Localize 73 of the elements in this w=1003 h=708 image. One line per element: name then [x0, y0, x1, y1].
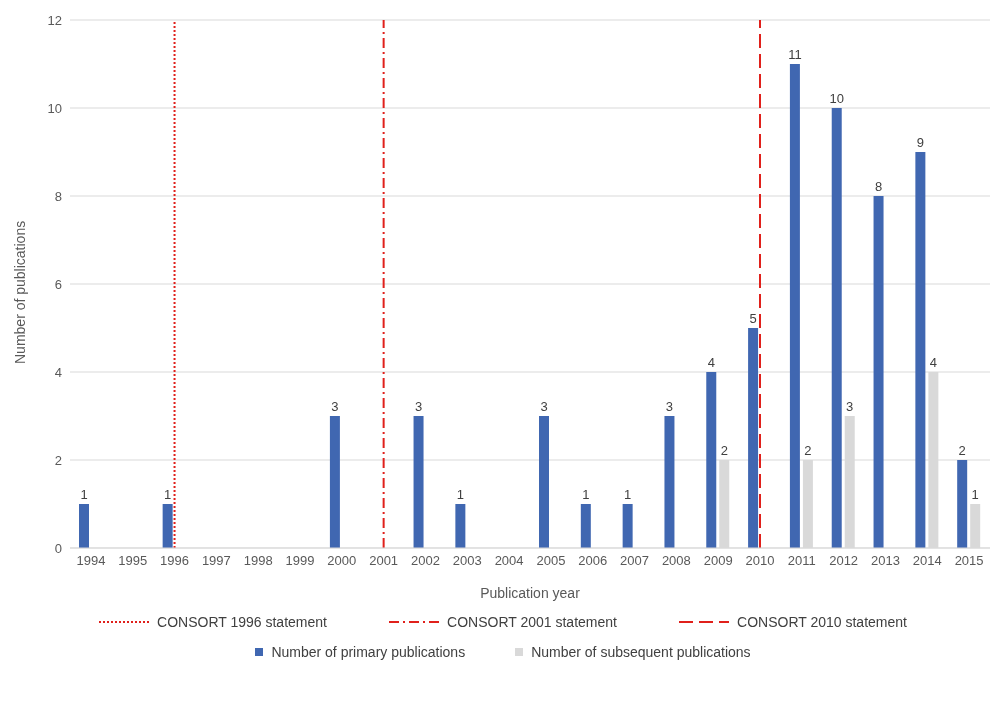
x-tick-label: 2005 — [536, 553, 566, 569]
x-tick-label: 1999 — [285, 553, 315, 569]
data-label: 4 — [929, 355, 937, 370]
data-label: 9 — [916, 135, 924, 150]
bar — [622, 504, 633, 548]
x-tick-label: 2000 — [327, 553, 357, 569]
x-tick-label: 2013 — [870, 553, 900, 569]
data-label: 3 — [846, 399, 854, 414]
data-label: 1 — [80, 487, 88, 502]
legend-label: Number of subsequent publications — [531, 644, 751, 660]
data-label: 3 — [540, 399, 548, 414]
data-label: 8 — [874, 179, 883, 194]
x-tick-label: 2011 — [787, 553, 816, 569]
data-label: 2 — [804, 443, 812, 458]
bar — [915, 152, 926, 548]
y-tick-label: 4 — [54, 364, 62, 380]
bar — [455, 504, 466, 548]
x-tick-label: 1997 — [201, 553, 231, 569]
data-label: 1 — [624, 487, 632, 502]
bar — [580, 504, 591, 548]
legend-label: CONSORT 1996 statement — [157, 614, 327, 630]
y-tick-label: 8 — [54, 188, 62, 204]
bar — [957, 460, 968, 548]
x-tick-label: 2002 — [410, 553, 440, 569]
bar — [539, 416, 549, 548]
bar — [831, 108, 842, 548]
x-tick-label: 2008 — [661, 553, 691, 569]
x-tick-label: 1995 — [118, 553, 148, 569]
x-axis-title: Publication year — [480, 585, 581, 601]
x-tick-label: 1996 — [160, 553, 190, 569]
data-label: 1 — [582, 487, 590, 502]
data-label: 2 — [958, 443, 966, 458]
y-tick-label: 0 — [54, 540, 62, 556]
x-tick-label: 2001 — [369, 553, 399, 569]
legend-label: CONSORT 2001 statement — [447, 614, 617, 630]
y-tick-label: 10 — [47, 100, 62, 116]
bar — [706, 372, 717, 548]
data-label: 3 — [414, 399, 423, 414]
bar — [413, 416, 424, 548]
x-tick-label: 2015 — [954, 553, 984, 569]
legend-label: Number of primary publications — [271, 644, 466, 660]
data-label: 4 — [707, 355, 715, 370]
x-tick-label: 2006 — [578, 553, 608, 569]
data-label: 2 — [720, 443, 728, 458]
x-tick-label: 1998 — [243, 553, 273, 569]
data-label: 10 — [829, 91, 844, 106]
data-label: 1 — [971, 487, 979, 502]
bar — [79, 504, 89, 548]
data-label: 3 — [665, 399, 674, 414]
data-label: 1 — [164, 487, 172, 502]
bar — [664, 416, 675, 548]
bar — [789, 64, 800, 548]
y-axis-title: Number of publications — [11, 220, 28, 364]
data-label: 3 — [331, 399, 339, 414]
x-tick-label: 2009 — [703, 553, 733, 569]
x-tick-label: 2003 — [452, 553, 482, 569]
x-tick-label: 2004 — [494, 553, 524, 569]
data-label: 11 — [788, 47, 802, 62]
bar — [873, 196, 884, 548]
legend-label: CONSORT 2010 statement — [737, 614, 907, 630]
x-tick-label: 2014 — [912, 553, 942, 569]
data-label: 1 — [456, 487, 464, 502]
bar — [329, 416, 340, 548]
y-tick-label: 6 — [54, 276, 62, 292]
bar — [162, 504, 173, 548]
x-tick-label: 2012 — [829, 553, 859, 569]
x-tick-label: 2007 — [620, 553, 650, 569]
y-tick-label: 2 — [54, 452, 62, 468]
data-label: 5 — [749, 311, 757, 326]
x-tick-label: 1994 — [76, 553, 106, 569]
x-tick-label: 2010 — [745, 553, 775, 569]
y-tick-label: 12 — [47, 12, 62, 28]
bar — [748, 328, 759, 548]
